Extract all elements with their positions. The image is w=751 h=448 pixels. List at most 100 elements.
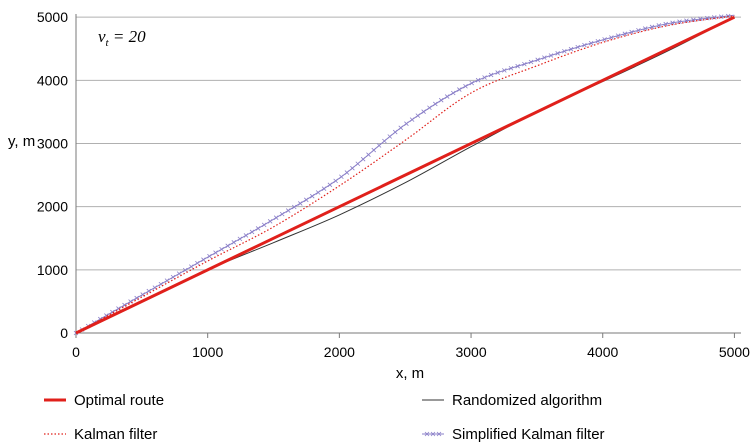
series-marker-simplified-kalman-filter [188, 264, 194, 269]
series-marker-simplified-kalman-filter [285, 208, 291, 213]
series-marker-simplified-kalman-filter [575, 44, 581, 50]
series-marker-simplified-kalman-filter [535, 57, 540, 63]
series-marker-simplified-kalman-filter [409, 117, 415, 122]
series-marker-simplified-kalman-filter [427, 105, 432, 111]
series-marker-simplified-kalman-filter [629, 29, 634, 35]
series-marker-simplified-kalman-filter [273, 215, 279, 220]
series-marker-simplified-kalman-filter [595, 38, 601, 44]
series-marker-simplified-kalman-filter [642, 26, 648, 31]
series-marker-simplified-kalman-filter [279, 211, 285, 217]
y-tick-label: 3000 [37, 135, 68, 151]
series-marker-simplified-kalman-filter [291, 204, 297, 210]
series-marker-simplified-kalman-filter [433, 101, 438, 107]
series-marker-simplified-kalman-filter [415, 113, 421, 118]
y-tick-label: 5000 [37, 9, 68, 25]
legend-marker-simplified-kalman-filter [430, 431, 436, 437]
series-marker-simplified-kalman-filter [582, 42, 587, 48]
axes [75, 14, 741, 338]
series-marker-simplified-kalman-filter [255, 226, 261, 231]
legend-marker-simplified-kalman-filter [424, 431, 430, 437]
series-marker-simplified-kalman-filter [339, 174, 344, 180]
series-marker-simplified-kalman-filter [195, 260, 200, 266]
series-marker-simplified-kalman-filter [670, 20, 675, 26]
legend-label-simplified-kalman-filter: Simplified Kalman filter [452, 426, 605, 443]
series-marker-simplified-kalman-filter [344, 170, 350, 175]
series-marker-simplified-kalman-filter [267, 219, 273, 224]
y-tick-label: 2000 [37, 199, 68, 215]
series-marker-simplified-kalman-filter [355, 161, 361, 167]
y-axis-title: y, m [8, 133, 35, 150]
series-marker-simplified-kalman-filter [249, 229, 255, 235]
series-marker-simplified-kalman-filter [698, 16, 703, 22]
series-marker-simplified-kalman-filter [636, 27, 641, 33]
chart-annotation: vt = 20 [98, 27, 146, 49]
series-marker-simplified-kalman-filter [522, 61, 527, 67]
y-tick-label: 0 [60, 325, 68, 341]
series-marker-simplified-kalman-filter [366, 152, 371, 157]
x-tick-label: 2000 [324, 344, 355, 360]
series-marker-simplified-kalman-filter [718, 14, 724, 19]
series-line-kalman-filter [75, 15, 735, 334]
series-marker-simplified-kalman-filter [261, 222, 267, 228]
tick-labels: 0 1000 2000 3000 4000 5000 0 1000 2000 3000 4000 50… [37, 9, 750, 360]
series-marker-simplified-kalman-filter [469, 80, 475, 86]
series-marker-simplified-kalman-filter [542, 55, 547, 60]
series-marker-simplified-kalman-filter [568, 46, 574, 52]
series-marker-simplified-kalman-filter [602, 37, 607, 42]
y-tick-label: 1000 [37, 262, 68, 278]
series-marker-simplified-kalman-filter [438, 97, 444, 103]
series-marker-simplified-kalman-filter [450, 90, 456, 96]
series-marker-simplified-kalman-filter [421, 109, 426, 114]
series-marker-simplified-kalman-filter [711, 15, 717, 20]
plot-series [73, 13, 736, 336]
series-line-optimal-route [75, 15, 736, 335]
x-tick-label: 1000 [192, 344, 223, 360]
legend-label-kalman-filter: Kalman filter [74, 426, 157, 443]
series-marker-simplified-kalman-filter [176, 271, 182, 276]
series-marker-simplified-kalman-filter [609, 35, 614, 40]
series-marker-simplified-kalman-filter [213, 250, 218, 255]
series-marker-simplified-kalman-filter [201, 257, 206, 262]
series-marker-simplified-kalman-filter [495, 70, 500, 75]
series-marker-simplified-kalman-filter [508, 65, 514, 71]
y-tick-label: 4000 [37, 72, 68, 88]
series-marker-simplified-kalman-filter [231, 240, 237, 245]
series-marker-simplified-kalman-filter [207, 253, 212, 259]
series-marker-simplified-kalman-filter [315, 190, 321, 195]
x-tick-label: 0 [72, 344, 80, 360]
series-marker-simplified-kalman-filter [515, 63, 520, 69]
series-marker-simplified-kalman-filter [382, 138, 387, 144]
series-marker-simplified-kalman-filter [303, 197, 309, 203]
series-marker-simplified-kalman-filter [691, 17, 696, 23]
series-marker-simplified-kalman-filter [444, 94, 450, 99]
series-marker-simplified-kalman-filter [387, 134, 393, 139]
series-marker-simplified-kalman-filter [663, 21, 668, 27]
series-marker-simplified-kalman-filter [705, 15, 710, 21]
legend-marker-simplified-kalman-filter [436, 431, 442, 437]
series-marker-simplified-kalman-filter [398, 125, 404, 131]
series-marker-simplified-kalman-filter [371, 147, 377, 153]
series-marker-simplified-kalman-filter [677, 19, 682, 24]
series-marker-simplified-kalman-filter [321, 186, 327, 191]
series-marker-simplified-kalman-filter [615, 33, 621, 38]
legend-label-randomized-algorithm: Randomized algorithm [452, 392, 602, 409]
series-marker-simplified-kalman-filter [528, 59, 534, 65]
gridlines [76, 16, 741, 271]
series-marker-simplified-kalman-filter [725, 13, 731, 19]
series-marker-simplified-kalman-filter [116, 306, 121, 311]
series-marker-simplified-kalman-filter [475, 77, 481, 83]
series-marker-simplified-kalman-filter [555, 51, 560, 56]
series-marker-simplified-kalman-filter [225, 243, 231, 249]
series-marker-simplified-kalman-filter [219, 246, 224, 252]
series-marker-simplified-kalman-filter [333, 178, 338, 184]
series-marker-simplified-kalman-filter [649, 24, 655, 30]
series-marker-simplified-kalman-filter [237, 236, 243, 242]
x-axis-title: x, m [396, 365, 424, 382]
series-marker-simplified-kalman-filter [182, 267, 188, 273]
series-marker-simplified-kalman-filter [622, 31, 628, 37]
x-tick-label: 5000 [719, 344, 750, 360]
legend-label-optimal-route: Optimal route [74, 392, 164, 409]
series-marker-simplified-kalman-filter [350, 165, 355, 171]
x-tick-label: 4000 [587, 344, 618, 360]
